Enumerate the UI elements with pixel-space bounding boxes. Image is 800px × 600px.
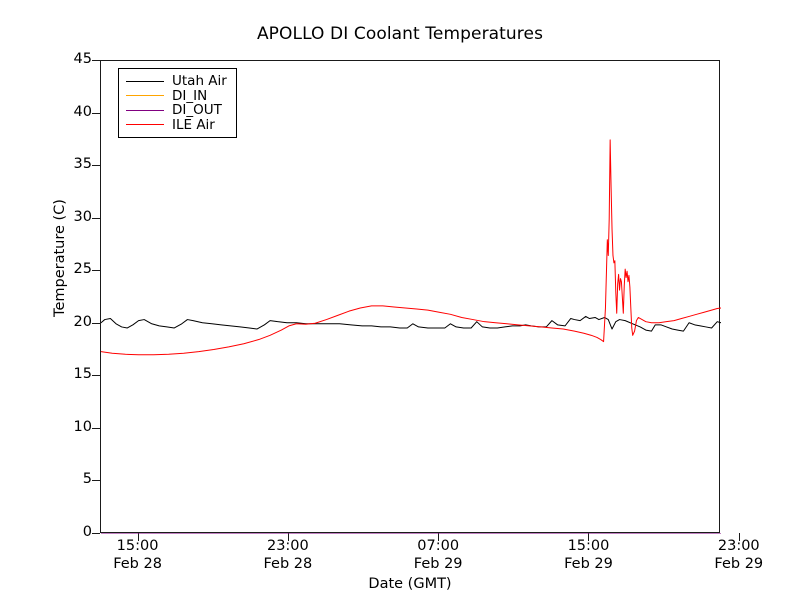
y-tick-mark	[92, 165, 100, 167]
x-tick-label: 07:00 Feb 29	[378, 537, 498, 573]
y-tick-label: 15	[73, 366, 92, 383]
x-axis-label: Date (GMT)	[368, 576, 452, 592]
y-tick-label: 5	[82, 471, 92, 488]
x-tick-time: 07:00	[417, 538, 460, 554]
legend-label: Utah Air	[172, 73, 227, 89]
y-tick-label: 0	[82, 524, 92, 540]
x-tick-time: 23:00	[717, 538, 760, 554]
x-tick-label: 23:00 Feb 28	[228, 537, 348, 573]
x-tick-mark	[287, 533, 289, 541]
y-tick-mark	[92, 60, 100, 61]
y-tick-label: 45	[73, 51, 92, 67]
y-tick-label: 25	[73, 261, 92, 278]
legend-swatch-line-icon	[126, 95, 164, 97]
y-tick-mark	[92, 533, 100, 534]
y-tick-mark	[92, 217, 100, 219]
chart-legend: Utah Air DI_IN DI_OUT ILE Air	[118, 68, 237, 138]
y-tick-mark	[92, 427, 100, 429]
y-tick-mark	[92, 480, 100, 482]
x-tick-date: Feb 28	[263, 556, 313, 572]
chart-title: APOLLO DI Coolant Temperatures	[256, 24, 544, 44]
legend-item: DI_IN	[126, 87, 227, 104]
legend-item: DI_OUT	[126, 103, 227, 118]
series-line-utah-air	[101, 316, 721, 331]
x-tick-date: Feb 29	[714, 556, 764, 572]
x-tick-label: 15:00 Feb 28	[78, 537, 198, 573]
legend-swatch-line-icon	[126, 109, 164, 111]
y-tick-label: 20	[73, 313, 92, 330]
x-tick-date: Feb 29	[564, 556, 613, 572]
series-line-ile-air	[101, 140, 721, 355]
x-tick-mark	[137, 533, 139, 541]
legend-swatch-line-icon	[126, 124, 164, 126]
x-tick-time: 23:00	[266, 538, 309, 554]
legend-label: ILE Air	[172, 116, 215, 133]
y-tick-label: 10	[73, 418, 92, 435]
y-tick-label: 40	[73, 103, 92, 120]
y-tick-mark	[92, 322, 100, 324]
legend-label: DI_IN	[172, 87, 208, 104]
y-tick-label: 30	[73, 208, 92, 225]
x-tick-time: 15:00	[567, 538, 610, 554]
x-tick-mark	[438, 533, 440, 541]
x-tick-label: 23:00 Feb 29	[679, 537, 799, 573]
plot-area	[100, 60, 720, 533]
x-tick-time: 15:00	[116, 538, 159, 554]
legend-item: Utah Air	[126, 74, 227, 89]
y-tick-mark	[92, 375, 100, 377]
legend-item: ILE Air	[126, 116, 227, 133]
x-tick-date: Feb 29	[413, 556, 463, 572]
legend-swatch-line-icon	[126, 80, 164, 82]
y-tick-mark	[92, 270, 100, 272]
x-tick-date: Feb 28	[113, 556, 162, 572]
y-axis-label: Temperature (C)	[52, 199, 68, 317]
legend-label: DI_OUT	[172, 102, 222, 118]
x-tick-label: 15:00 Feb 29	[528, 537, 648, 573]
series-canvas	[101, 61, 721, 534]
y-tick-label: 35	[73, 156, 92, 173]
x-tick-mark	[738, 533, 740, 541]
x-tick-mark	[588, 533, 590, 541]
y-tick-mark	[92, 112, 100, 114]
